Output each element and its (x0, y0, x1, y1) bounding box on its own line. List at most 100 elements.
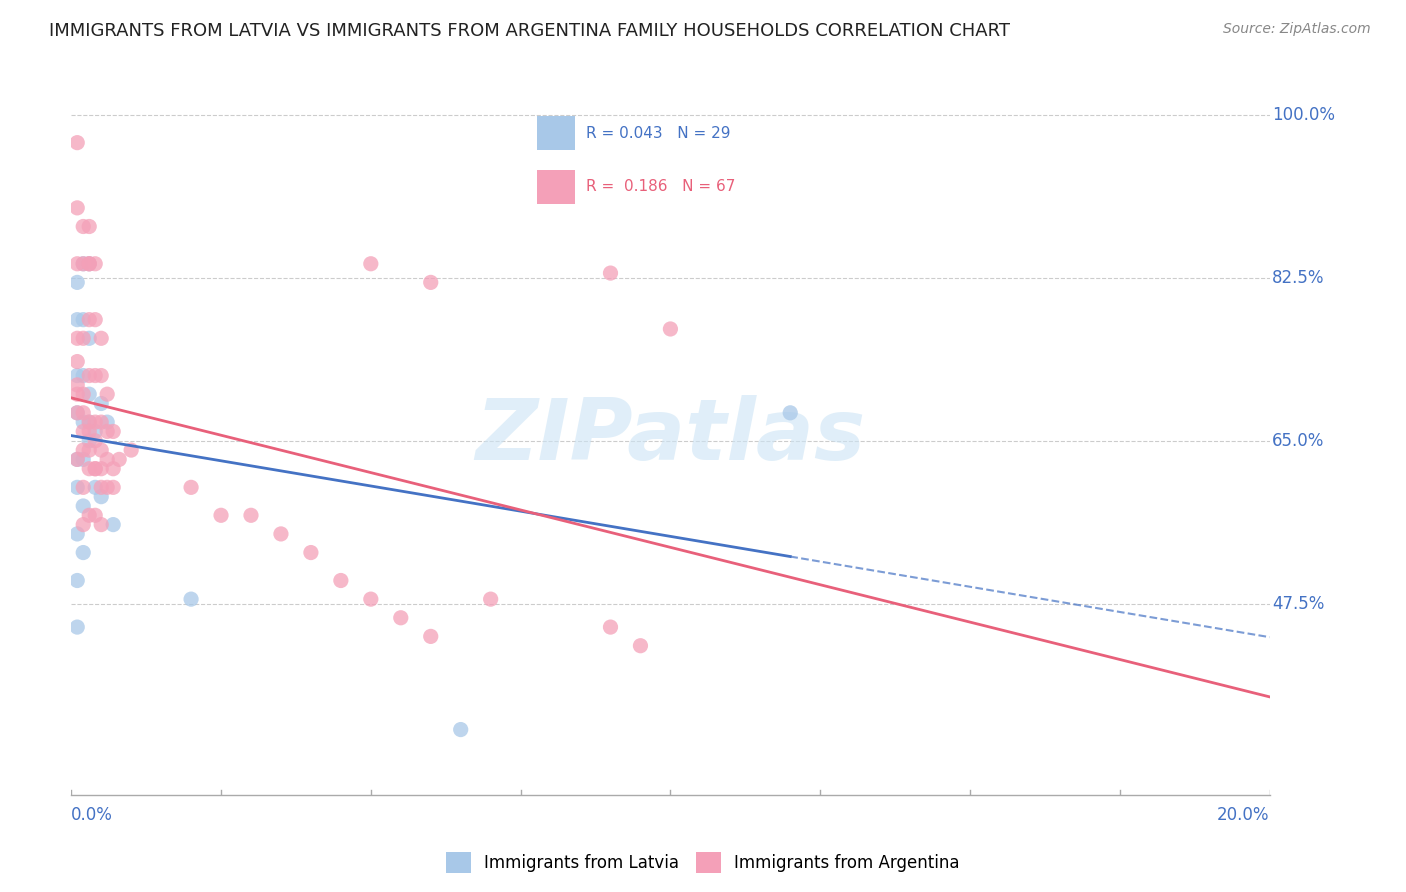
Point (77, 331, 100, 345)
Point (419, 276, 441, 290)
Point (66, 354, 89, 368)
Point (84, 480, 107, 494)
Text: 100.0%: 100.0% (1272, 106, 1334, 124)
Point (84, 257, 107, 271)
Point (96, 452, 118, 467)
Point (84, 461, 107, 475)
Point (84, 508, 107, 523)
Point (77, 368, 100, 383)
Point (96, 425, 118, 439)
Point (77, 219, 100, 234)
Text: ZIPatlas: ZIPatlas (475, 394, 866, 477)
Point (96, 387, 118, 401)
Point (84, 368, 107, 383)
Point (72, 415, 94, 429)
Point (77, 257, 100, 271)
Point (72, 257, 94, 271)
Point (77, 415, 100, 429)
Point (66, 377, 89, 392)
Point (72, 425, 94, 439)
Point (72, 331, 94, 345)
Point (90, 396, 112, 410)
Point (77, 425, 100, 439)
Point (101, 425, 124, 439)
Text: 0.0%: 0.0% (72, 806, 112, 824)
Point (479, 592, 502, 607)
Point (90, 517, 112, 532)
Legend: Immigrants from Latvia, Immigrants from Argentina: Immigrants from Latvia, Immigrants from … (440, 846, 966, 880)
Point (84, 434, 107, 448)
Point (66, 406, 89, 420)
Point (90, 480, 112, 494)
Point (84, 461, 107, 475)
Point (77, 312, 100, 326)
Point (66, 574, 89, 588)
Point (77, 508, 100, 523)
Point (96, 415, 118, 429)
Point (72, 387, 94, 401)
Point (101, 517, 124, 532)
Point (599, 266, 621, 280)
Point (360, 592, 382, 607)
Point (419, 629, 441, 643)
Text: 82.5%: 82.5% (1272, 268, 1324, 286)
Point (96, 480, 118, 494)
Point (72, 545, 94, 559)
Point (72, 312, 94, 326)
Point (72, 452, 94, 467)
Point (180, 480, 202, 494)
Point (72, 517, 94, 532)
Point (101, 461, 124, 475)
Point (101, 480, 124, 494)
Point (84, 312, 107, 326)
Point (209, 508, 232, 523)
Point (270, 527, 292, 541)
Point (77, 443, 100, 458)
Point (72, 480, 94, 494)
Point (329, 574, 352, 588)
Point (108, 452, 131, 467)
Point (90, 368, 112, 383)
Point (450, 723, 472, 737)
Point (90, 461, 112, 475)
Point (240, 508, 263, 523)
Point (66, 331, 89, 345)
Point (72, 406, 94, 420)
Point (779, 406, 801, 420)
Point (72, 219, 94, 234)
Point (66, 387, 89, 401)
Point (90, 331, 112, 345)
Point (66, 257, 89, 271)
Point (72, 443, 94, 458)
Point (66, 406, 89, 420)
Text: IMMIGRANTS FROM LATVIA VS IMMIGRANTS FROM ARGENTINA FAMILY HOUSEHOLDS CORRELATIO: IMMIGRANTS FROM LATVIA VS IMMIGRANTS FRO… (49, 22, 1010, 40)
Point (66, 527, 89, 541)
Point (66, 452, 89, 467)
Point (72, 368, 94, 383)
Point (66, 480, 89, 494)
Text: 65.0%: 65.0% (1272, 432, 1324, 450)
Point (84, 415, 107, 429)
Point (599, 620, 621, 634)
Text: Source: ZipAtlas.com: Source: ZipAtlas.com (1223, 22, 1371, 37)
Point (66, 368, 89, 383)
Point (389, 611, 412, 625)
Point (90, 490, 112, 504)
Point (66, 136, 89, 150)
Point (66, 201, 89, 215)
Point (66, 452, 89, 467)
Point (180, 592, 202, 607)
Point (77, 257, 100, 271)
Point (72, 257, 94, 271)
Point (90, 443, 112, 458)
Text: 20.0%: 20.0% (1218, 806, 1270, 824)
Point (630, 639, 652, 653)
Point (659, 322, 682, 336)
Point (360, 257, 382, 271)
Point (299, 545, 322, 559)
Point (66, 276, 89, 290)
Point (77, 257, 100, 271)
Point (77, 387, 100, 401)
Point (120, 443, 142, 458)
Point (84, 425, 107, 439)
